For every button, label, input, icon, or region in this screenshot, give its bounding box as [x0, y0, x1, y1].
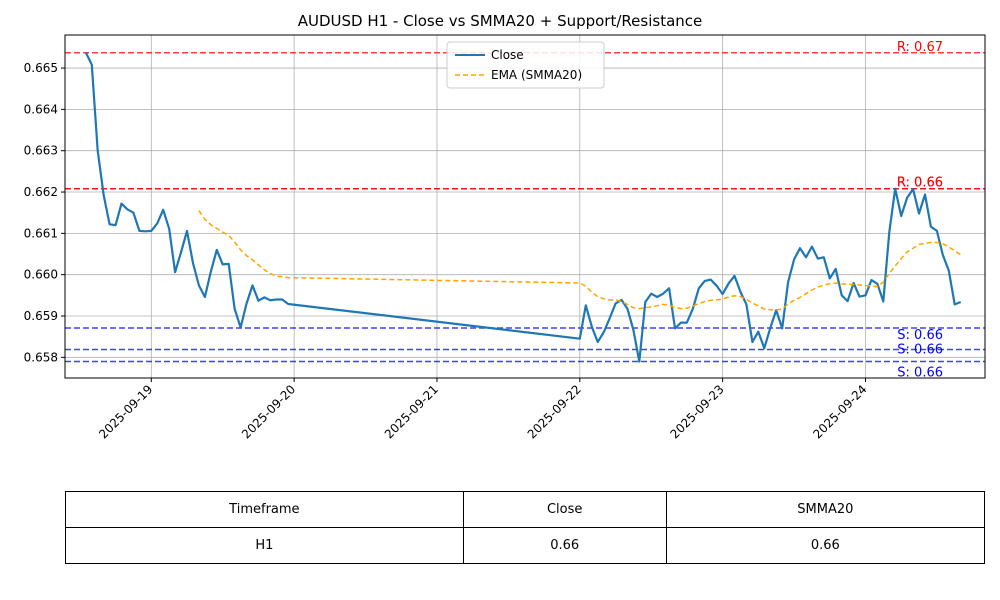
y-tick-label: 0.664: [24, 102, 58, 116]
resistance-label: R: 0.66: [897, 176, 943, 191]
close-series-line: [84, 51, 962, 363]
resistance-label: R: 0.66: [897, 176, 943, 191]
legend: Close EMA (SMMA20): [446, 41, 605, 89]
table-header-row: Timeframe Close SMMA20: [65, 491, 986, 528]
x-tick-label: 2025-09-19: [96, 382, 155, 441]
table-cell: 0.66: [665, 527, 986, 564]
y-tick-label: 0.661: [24, 226, 58, 240]
table-header-cell: SMMA20: [665, 491, 986, 528]
support-label: S: 0.66: [897, 365, 943, 380]
legend-label-smma20: EMA (SMMA20): [491, 68, 582, 82]
line-chart: 0.658 0.659 0.660 0.661 0.662 0.663 0.664 0.665…: [24, 34, 986, 441]
plot-frame: [64, 34, 986, 379]
table-row: H1 0.66 0.66: [65, 527, 986, 564]
summary-table: Timeframe Close SMMA20 H1 0.66 0.66: [65, 491, 986, 564]
series-lines: [84, 51, 962, 363]
y-tick-label: 0.665: [24, 61, 58, 75]
resistance-label: R: 0.67: [897, 40, 943, 55]
x-tick-label: 2025-09-23: [668, 382, 727, 441]
table-header-cell: Close: [462, 491, 667, 528]
table-header-cell: Timeframe: [65, 491, 464, 528]
support-label: S: 0.66: [897, 328, 943, 343]
legend-box: [446, 41, 605, 89]
x-tick-label: 2025-09-22: [525, 382, 584, 441]
support-label: S: 0.66: [897, 342, 943, 357]
y-tick-label: 0.663: [24, 144, 58, 158]
table-cell: H1: [65, 527, 464, 564]
y-tick-label: 0.658: [24, 350, 58, 364]
support-resistance-lines: [65, 52, 985, 363]
table-cell: 0.66: [462, 527, 667, 564]
x-tick-label: 2025-09-24: [810, 382, 869, 441]
y-tick-label: 0.662: [24, 185, 58, 199]
x-tick-label: 2025-09-21: [382, 382, 441, 441]
x-tick-label: 2025-09-20: [239, 382, 298, 441]
level-labels: R: 0.67R: 0.66R: 0.66S: 0.66S: 0.66S: 0.…: [897, 40, 943, 381]
y-tick-label: 0.659: [24, 309, 58, 323]
y-axis-ticks: 0.658 0.659 0.660 0.661 0.662 0.663 0.664 0.665: [24, 61, 65, 364]
legend-label-close: Close: [491, 48, 524, 62]
chart-title: AUDUSD H1 - Close vs SMMA20 + Support/Re…: [297, 12, 703, 30]
x-axis-ticks: 2025-09-19 2025-09-20 2025-09-21 2025-09-22…: [96, 378, 870, 441]
y-tick-label: 0.660: [24, 268, 58, 282]
smma20-series-line: [198, 210, 962, 311]
